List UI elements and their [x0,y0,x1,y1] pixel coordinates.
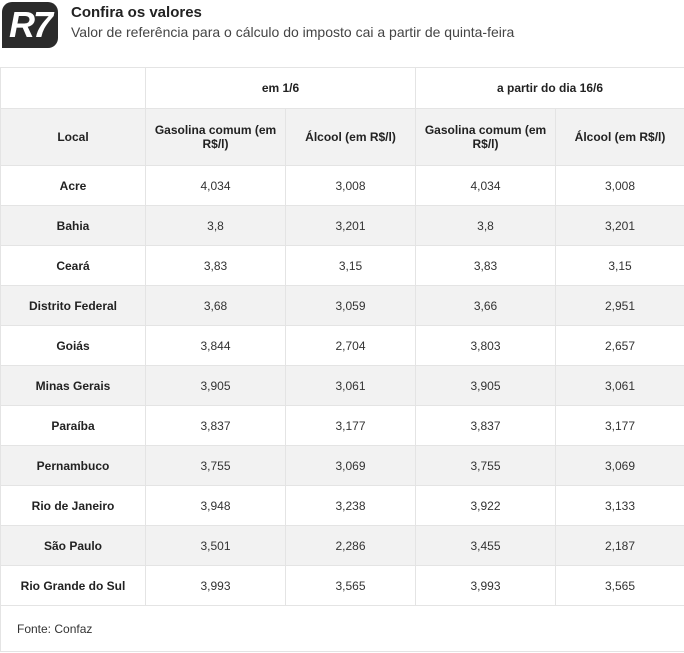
source: Fonte: Confaz [0,605,684,652]
column-header: Gasolina comum (em R$/l) [415,108,557,166]
value-cell: 3,66 [415,285,557,326]
column-header: Álcool (em R$/l) [555,108,684,166]
title: Confira os valores [71,4,202,21]
value-cell: 3,8 [145,205,286,246]
group-header: em 1/6 [144,67,417,109]
row: São Paulo 3,501 2,286 3,455 2,187 [0,525,684,566]
state-cell: Paraíba [0,405,146,446]
value-cell: 3,83 [415,245,557,286]
row: Acre 4,034 3,008 4,034 3,008 [0,165,684,206]
column-header: Álcool (em R$/l) [284,108,417,166]
value-cell: 3,059 [284,285,417,326]
value-cell: 3,069 [284,445,417,486]
value-cell: 3,8 [415,205,557,246]
value-cell: 3,061 [284,365,417,406]
row: Minas Gerais 3,905 3,061 3,905 3,061 [0,365,684,406]
row: Bahia 3,8 3,201 3,8 3,201 [0,205,684,246]
value-cell: 4,034 [415,165,557,206]
value-cell: 3,844 [145,325,286,366]
blank-cell [0,67,146,109]
value-cell: 3,905 [415,365,557,406]
value-cell: 3,008 [284,165,417,206]
row: Paraíba 3,837 3,177 3,837 3,177 [0,405,684,446]
row: Goiás 3,844 2,704 3,803 2,657 [0,325,684,366]
table: em 1/6 a partir do dia 16/6 Local Gasolin… [0,67,684,652]
value-cell: 3,177 [555,405,684,446]
value-cell: 3,565 [284,565,417,606]
value-cell: 3,68 [145,285,286,326]
state-cell: São Paulo [0,525,146,566]
value-cell: 3,455 [415,525,557,566]
value-cell: 3,008 [555,165,684,206]
value-cell: 3,133 [555,485,684,526]
value-cell: 3,755 [415,445,557,486]
group-header: a partir do dia 16/6 [415,67,684,109]
value-cell: 3,15 [555,245,684,286]
value-cell: 3,755 [145,445,286,486]
state-cell: Acre [0,165,146,206]
row: Distrito Federal 3,68 3,059 3,66 2,951 [0,285,684,326]
subtitle: Valor de referência para o cálculo do im… [71,24,515,40]
logo: R7 [2,2,58,48]
value-cell: 2,187 [555,525,684,566]
value-cell: 3,501 [145,525,286,566]
value-cell: 3,565 [555,565,684,606]
value-cell: 3,061 [555,365,684,406]
value-cell: 3,803 [415,325,557,366]
value-cell: 3,993 [145,565,286,606]
value-cell: 3,837 [415,405,557,446]
value-cell: 3,069 [555,445,684,486]
value-cell: 3,238 [284,485,417,526]
column-header: Local [0,108,146,166]
value-cell: 3,177 [284,405,417,446]
row: Pernambuco 3,755 3,069 3,755 3,069 [0,445,684,486]
row: Rio de Janeiro 3,948 3,238 3,922 3,133 [0,485,684,526]
state-cell: Ceará [0,245,146,286]
value-cell: 3,15 [284,245,417,286]
state-cell: Rio Grande do Sul [0,565,146,606]
value-cell: 3,922 [415,485,557,526]
row: Ceará 3,83 3,15 3,83 3,15 [0,245,684,286]
state-cell: Pernambuco [0,445,146,486]
value-cell: 3,837 [145,405,286,446]
footer-row: Fonte: Confaz [0,605,684,652]
state-cell: Goiás [0,325,146,366]
value-cell: 3,948 [145,485,286,526]
value-cell: 2,704 [284,325,417,366]
value-cell: 3,83 [145,245,286,286]
value-cell: 3,905 [145,365,286,406]
state-cell: Bahia [0,205,146,246]
value-cell: 3,993 [415,565,557,606]
header-row: Local Gasolina comum (em R$/l) Álcool (em … [0,108,684,166]
value-cell: 2,951 [555,285,684,326]
state-cell: Rio de Janeiro [0,485,146,526]
state-cell: Minas Gerais [0,365,146,406]
group-row: em 1/6 a partir do dia 16/6 [0,67,684,109]
value-cell: 2,286 [284,525,417,566]
value-cell: 3,201 [284,205,417,246]
value-cell: 2,657 [555,325,684,366]
value-cell: 4,034 [145,165,286,206]
column-header: Gasolina comum (em R$/l) [145,108,286,166]
row: Rio Grande do Sul 3,993 3,565 3,993 3,565 [0,565,684,606]
value-cell: 3,201 [555,205,684,246]
state-cell: Distrito Federal [0,285,146,326]
